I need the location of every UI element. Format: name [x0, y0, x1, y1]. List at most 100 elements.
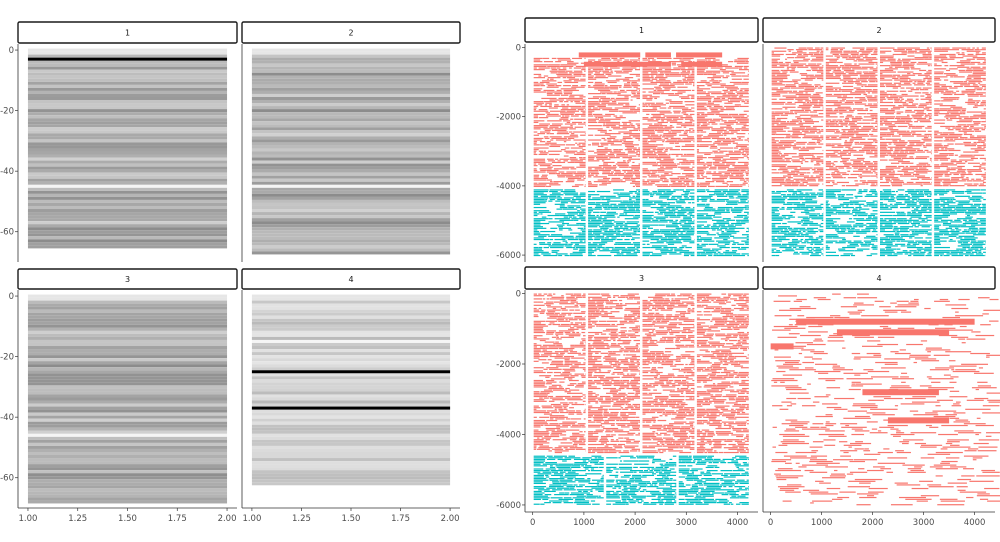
point-run [777, 237, 786, 239]
point-run [921, 226, 930, 228]
point-run [880, 71, 896, 73]
point-run [785, 137, 791, 139]
point-run [895, 190, 898, 193]
point-run [795, 180, 800, 182]
point-run [722, 133, 734, 135]
point-run [681, 163, 691, 165]
point-run [728, 195, 734, 197]
point-run [636, 189, 640, 191]
point-run [960, 63, 975, 65]
point-run [952, 47, 967, 49]
point-run [856, 58, 864, 60]
point-run [574, 153, 586, 156]
point-run [541, 97, 557, 100]
point-run [864, 162, 873, 164]
heat-row [27, 169, 228, 173]
point-run [580, 341, 584, 343]
point-run [631, 168, 640, 170]
point-run [575, 197, 581, 199]
point-run [740, 169, 746, 172]
point-run [718, 242, 731, 244]
point-run [708, 168, 717, 170]
point-run [713, 99, 730, 101]
point-run [682, 137, 695, 140]
heat-row [27, 93, 228, 97]
point-run [901, 74, 916, 76]
point-run [567, 205, 581, 207]
point-run [707, 73, 717, 76]
point-run [583, 157, 586, 159]
point-run [588, 144, 591, 146]
point-run [894, 79, 908, 81]
point-run [684, 77, 695, 79]
point-run [720, 142, 731, 144]
point-run [720, 85, 735, 87]
point-run [934, 55, 947, 57]
point-run [594, 333, 599, 335]
point-run [579, 158, 586, 160]
point-run [533, 88, 543, 90]
point-run [771, 250, 774, 252]
point-run [808, 197, 817, 199]
heat-row [251, 124, 451, 128]
point-run [791, 170, 800, 172]
heat-row [251, 221, 451, 225]
point-run [579, 224, 586, 226]
point-run [821, 79, 824, 81]
point-run [806, 227, 819, 229]
point-run [533, 325, 549, 327]
point-run [620, 330, 627, 332]
point-run [714, 155, 730, 157]
point-run [533, 445, 537, 447]
heat-row [27, 221, 228, 225]
point-run [614, 229, 620, 231]
point-run [664, 173, 669, 175]
point-run [792, 132, 802, 134]
point-run [725, 107, 735, 109]
point-run [841, 157, 850, 160]
point-run [735, 174, 740, 176]
point-run [777, 226, 790, 228]
point-run [864, 145, 877, 147]
point-run [847, 229, 855, 231]
point-run [934, 240, 947, 242]
point-run [897, 47, 908, 49]
point-run [580, 134, 586, 136]
point-run [556, 354, 564, 356]
point-run [722, 158, 739, 160]
heat-row [251, 212, 451, 216]
point-run [771, 157, 783, 160]
point-run [825, 165, 834, 168]
point-run [688, 81, 695, 84]
point-run [630, 83, 639, 85]
point-run [818, 214, 824, 217]
point-run [579, 437, 585, 439]
point-run [979, 183, 984, 185]
point-run [909, 237, 913, 239]
point-run [579, 194, 586, 196]
point-run [737, 57, 749, 60]
point-run [786, 68, 789, 70]
point-run [588, 120, 597, 122]
point-run [909, 156, 914, 158]
point-run [605, 301, 613, 303]
point-run [729, 184, 740, 186]
point-run [780, 122, 796, 124]
point-run [636, 343, 640, 345]
point-run [977, 145, 986, 147]
point-run [814, 105, 824, 107]
point-run [560, 190, 576, 193]
point-run [743, 218, 749, 220]
point-run [744, 171, 749, 173]
point-run [533, 254, 541, 257]
point-run [616, 222, 624, 225]
point-run [561, 237, 575, 239]
point-run [849, 109, 855, 112]
point-run [962, 113, 966, 115]
point-run [539, 123, 550, 125]
point-run [588, 166, 602, 168]
point-run [614, 246, 626, 249]
point-run [867, 180, 878, 182]
point-run [880, 159, 888, 161]
